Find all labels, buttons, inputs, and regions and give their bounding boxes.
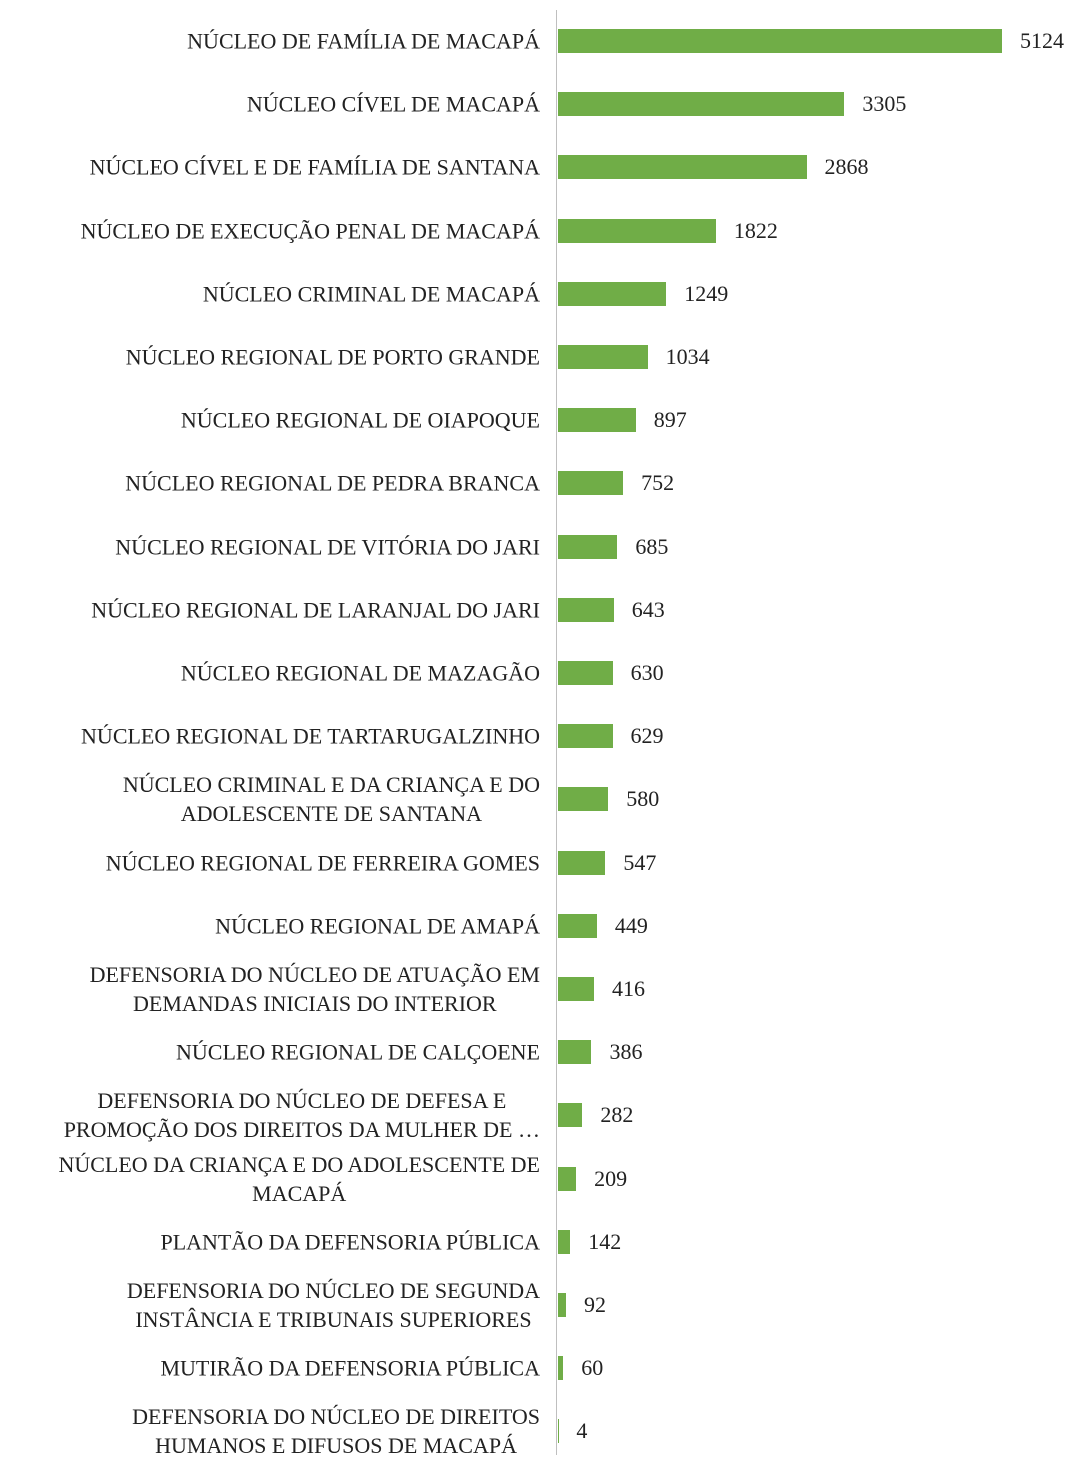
category-label: NÚCLEO DE FAMÍLIA DE MACAPÁ	[187, 27, 540, 56]
category-label: NÚCLEO REGIONAL DE MAZAGÃO	[181, 659, 540, 688]
value-label: 449	[615, 914, 648, 938]
category-label: NÚCLEO REGIONAL DE CALÇOENE	[176, 1038, 540, 1067]
category-text: NÚCLEO REGIONAL DE MAZAGÃO	[181, 659, 540, 688]
category-text: MUTIRÃO DA DEFENSORIA PÚBLICA	[160, 1354, 540, 1383]
bar	[558, 1040, 591, 1064]
value-label: 3305	[862, 92, 906, 116]
category-label: NÚCLEO REGIONAL DE LARANJAL DO JARI	[91, 595, 540, 624]
bar	[558, 282, 666, 306]
category-label: NÚCLEO REGIONAL DE OIAPOQUE	[181, 406, 540, 435]
bar	[558, 851, 605, 875]
bar	[558, 1293, 566, 1317]
category-text: NÚCLEO CÍVEL DE MACAPÁ	[247, 90, 540, 119]
category-label: DEFENSORIA DO NÚCLEO DE SEGUNDA INSTÂNCI…	[127, 1276, 540, 1334]
category-label: NÚCLEO REGIONAL DE PEDRA BRANCA	[125, 469, 540, 498]
bar	[558, 345, 648, 369]
category-label: DEFENSORIA DO NÚCLEO DE DEFESA E PROMOÇÃ…	[64, 1086, 540, 1144]
category-label: NÚCLEO REGIONAL DE VITÓRIA DO JARI	[115, 532, 540, 561]
bar	[558, 661, 613, 685]
value-label: 630	[631, 661, 664, 685]
category-text: NÚCLEO CRIMINAL E DA CRIANÇA E DO ADOLES…	[123, 770, 540, 828]
category-label: DEFENSORIA DO NÚCLEO DE DIREITOS HUMANOS…	[132, 1402, 540, 1460]
value-label: 2868	[825, 155, 869, 179]
category-label: NÚCLEO REGIONAL DE FERREIRA GOMES	[106, 848, 540, 877]
category-text: NÚCLEO REGIONAL DE OIAPOQUE	[181, 406, 540, 435]
bar	[558, 914, 597, 938]
value-label: 142	[588, 1230, 621, 1254]
category-text: NÚCLEO REGIONAL DE FERREIRA GOMES	[106, 848, 540, 877]
category-label: NÚCLEO REGIONAL DE AMAPÁ	[215, 911, 540, 940]
bar	[558, 598, 614, 622]
bar	[558, 977, 594, 1001]
value-label: 1822	[734, 219, 778, 243]
category-label: NÚCLEO REGIONAL DE TARTARUGALZINHO	[81, 722, 540, 751]
value-label: 1249	[684, 282, 728, 306]
bar	[558, 787, 608, 811]
value-label: 4	[576, 1419, 587, 1443]
value-label: 752	[641, 471, 674, 495]
category-text: NÚCLEO DE EXECUÇÃO PENAL DE MACAPÁ	[81, 216, 540, 245]
category-text: NÚCLEO CRIMINAL DE MACAPÁ	[203, 279, 540, 308]
bar	[558, 535, 617, 559]
bar	[558, 155, 807, 179]
category-label: MUTIRÃO DA DEFENSORIA PÚBLICA	[160, 1354, 540, 1383]
category-label: NÚCLEO CÍVEL DE MACAPÁ	[247, 90, 540, 119]
axis-line	[556, 10, 557, 1455]
bar	[558, 724, 613, 748]
bar	[558, 29, 1002, 53]
value-label: 685	[635, 535, 668, 559]
bar	[558, 1356, 563, 1380]
category-text: NÚCLEO REGIONAL DE TARTARUGALZINHO	[81, 722, 540, 751]
value-label: 643	[632, 598, 665, 622]
value-label: 416	[612, 977, 645, 1001]
category-label: PLANTÃO DA DEFENSORIA PÚBLICA	[160, 1227, 540, 1256]
value-label: 1034	[666, 345, 710, 369]
bar	[558, 219, 716, 243]
category-text: DEFENSORIA DO NÚCLEO DE DIREITOS HUMANOS…	[132, 1402, 540, 1460]
bar	[558, 92, 844, 116]
category-text: DEFENSORIA DO NÚCLEO DE ATUAÇÃO EM DEMAN…	[90, 960, 540, 1018]
value-label: 60	[581, 1356, 603, 1380]
bar	[558, 471, 623, 495]
category-label: NÚCLEO REGIONAL DE PORTO GRANDE	[126, 343, 540, 372]
category-text: PLANTÃO DA DEFENSORIA PÚBLICA	[160, 1227, 540, 1256]
category-text: NÚCLEO DE FAMÍLIA DE MACAPÁ	[187, 27, 540, 56]
category-text: DEFENSORIA DO NÚCLEO DE DEFESA E PROMOÇÃ…	[64, 1086, 540, 1144]
category-label: NÚCLEO CÍVEL E DE FAMÍLIA DE SANTANA	[90, 153, 540, 182]
category-text: NÚCLEO REGIONAL DE PORTO GRANDE	[126, 343, 540, 372]
category-label: NÚCLEO DE EXECUÇÃO PENAL DE MACAPÁ	[81, 216, 540, 245]
category-text: NÚCLEO REGIONAL DE VITÓRIA DO JARI	[115, 532, 540, 561]
value-label: 629	[631, 724, 664, 748]
category-label: DEFENSORIA DO NÚCLEO DE ATUAÇÃO EM DEMAN…	[90, 960, 540, 1018]
value-label: 5124	[1020, 29, 1064, 53]
bar	[558, 1167, 576, 1191]
category-text: NÚCLEO CÍVEL E DE FAMÍLIA DE SANTANA	[90, 153, 540, 182]
category-text: NÚCLEO REGIONAL DE LARANJAL DO JARI	[91, 595, 540, 624]
value-label: 209	[594, 1167, 627, 1191]
value-label: 897	[654, 408, 687, 432]
category-text: NÚCLEO REGIONAL DE AMAPÁ	[215, 911, 540, 940]
bar	[558, 1230, 570, 1254]
category-text: DEFENSORIA DO NÚCLEO DE SEGUNDA INSTÂNCI…	[127, 1276, 540, 1334]
category-text: NÚCLEO REGIONAL DE CALÇOENE	[176, 1038, 540, 1067]
category-label: NÚCLEO CRIMINAL E DA CRIANÇA E DO ADOLES…	[123, 770, 540, 828]
bar	[558, 1103, 582, 1127]
category-label: NÚCLEO DA CRIANÇA E DO ADOLESCENTE DE MA…	[58, 1150, 540, 1208]
value-label: 547	[623, 851, 656, 875]
bar	[558, 408, 636, 432]
value-label: 580	[626, 787, 659, 811]
category-label: NÚCLEO CRIMINAL DE MACAPÁ	[203, 279, 540, 308]
value-label: 282	[600, 1103, 633, 1127]
category-text: NÚCLEO DA CRIANÇA E DO ADOLESCENTE DE MA…	[58, 1150, 540, 1208]
category-text: NÚCLEO REGIONAL DE PEDRA BRANCA	[125, 469, 540, 498]
value-label: 386	[609, 1040, 642, 1064]
value-label: 92	[584, 1293, 606, 1317]
